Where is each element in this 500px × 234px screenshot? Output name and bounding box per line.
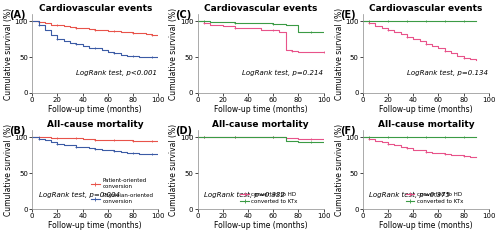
Title: Cardiovascular events: Cardiovascular events — [204, 4, 318, 13]
Text: (F): (F) — [340, 126, 355, 136]
X-axis label: Follow-up time (months): Follow-up time (months) — [379, 221, 472, 230]
Y-axis label: Cumulative survival (%): Cumulative survival (%) — [170, 7, 178, 99]
Text: (E): (E) — [340, 10, 355, 20]
Legend: converted to HD, converted to KTx: converted to HD, converted to KTx — [238, 189, 300, 206]
Y-axis label: Cumulative survival (%): Cumulative survival (%) — [170, 124, 178, 216]
Text: LogRank test, p<0.001: LogRank test, p<0.001 — [76, 70, 158, 76]
X-axis label: Follow-up time (months): Follow-up time (months) — [379, 105, 472, 113]
X-axis label: Follow-up time (months): Follow-up time (months) — [48, 105, 142, 113]
Y-axis label: Cumulative survival (%): Cumulative survival (%) — [4, 7, 13, 99]
Title: Cardiovascular events: Cardiovascular events — [369, 4, 482, 13]
Text: LogRank test, p=0.375: LogRank test, p=0.375 — [369, 192, 450, 198]
X-axis label: Follow-up time (months): Follow-up time (months) — [214, 221, 308, 230]
Text: (D): (D) — [175, 126, 192, 136]
Text: LogRank test, p=0.134: LogRank test, p=0.134 — [407, 70, 488, 76]
Text: (A): (A) — [10, 10, 26, 20]
Title: Cardiovascular events: Cardiovascular events — [38, 4, 152, 13]
Y-axis label: Cumulative survival (%): Cumulative survival (%) — [334, 7, 344, 99]
Y-axis label: Cumulative survival (%): Cumulative survival (%) — [334, 124, 344, 216]
Legend: Patient-oriented
conversion, Physician-oriented
conversion: Patient-oriented conversion, Physician-o… — [89, 176, 156, 206]
Text: (B): (B) — [10, 126, 26, 136]
X-axis label: Follow-up time (months): Follow-up time (months) — [48, 221, 142, 230]
Title: All-cause mortality: All-cause mortality — [212, 121, 309, 129]
Text: (C): (C) — [175, 10, 191, 20]
Text: LogRank test, p=0.214: LogRank test, p=0.214 — [242, 70, 322, 76]
Text: LogRank test, p=0.332: LogRank test, p=0.332 — [204, 192, 285, 198]
Y-axis label: Cumulative survival (%): Cumulative survival (%) — [4, 124, 13, 216]
Title: All-cause mortality: All-cause mortality — [47, 121, 144, 129]
Title: All-cause mortality: All-cause mortality — [378, 121, 474, 129]
Legend: converted to HD, converted to KTx: converted to HD, converted to KTx — [404, 189, 466, 206]
Text: LogRank test, p=0.004: LogRank test, p=0.004 — [38, 192, 119, 198]
X-axis label: Follow-up time (months): Follow-up time (months) — [214, 105, 308, 113]
